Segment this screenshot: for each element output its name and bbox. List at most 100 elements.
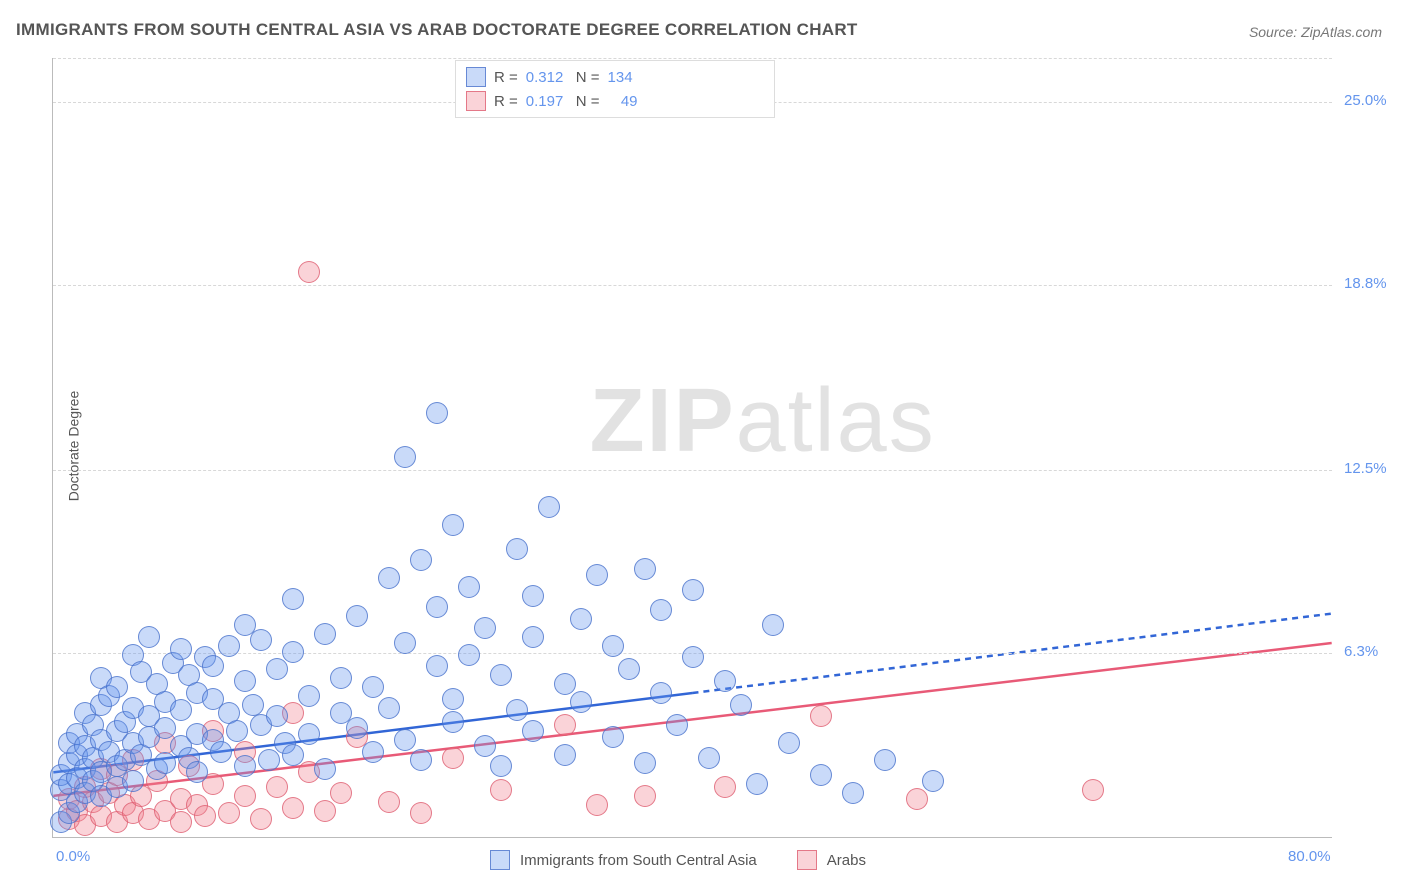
scatter-point-pink bbox=[554, 714, 576, 736]
plot-area bbox=[52, 58, 1332, 838]
legend-n-label: N = bbox=[576, 69, 600, 86]
y-tick-label: 12.5% bbox=[1344, 460, 1387, 477]
series-label-pink: Arabs bbox=[827, 852, 866, 869]
scatter-point-blue bbox=[226, 720, 248, 742]
scatter-point-blue bbox=[618, 658, 640, 680]
scatter-point-pink bbox=[298, 261, 320, 283]
series-legend: Immigrants from South Central Asia Arabs bbox=[490, 850, 866, 870]
scatter-point-pink bbox=[282, 797, 304, 819]
scatter-point-blue bbox=[426, 402, 448, 424]
scatter-point-blue bbox=[922, 770, 944, 792]
series-label-blue: Immigrants from South Central Asia bbox=[520, 852, 757, 869]
x-tick-label: 0.0% bbox=[56, 848, 90, 865]
scatter-point-blue bbox=[250, 629, 272, 651]
scatter-point-blue bbox=[602, 726, 624, 748]
scatter-point-blue bbox=[682, 646, 704, 668]
scatter-point-blue bbox=[378, 567, 400, 589]
scatter-point-blue bbox=[602, 635, 624, 657]
scatter-point-blue bbox=[842, 782, 864, 804]
scatter-point-blue bbox=[378, 697, 400, 719]
scatter-point-blue bbox=[410, 749, 432, 771]
scatter-point-blue bbox=[234, 755, 256, 777]
source-label: Source: ZipAtlas.com bbox=[1249, 24, 1382, 40]
legend-n-pink: 49 bbox=[608, 93, 638, 110]
scatter-point-pink bbox=[906, 788, 928, 810]
legend-r-label: R = bbox=[494, 69, 518, 86]
legend-r-blue: 0.312 bbox=[526, 69, 568, 86]
scatter-point-blue bbox=[442, 514, 464, 536]
scatter-point-blue bbox=[170, 699, 192, 721]
y-tick-label: 18.8% bbox=[1344, 275, 1387, 292]
scatter-point-blue bbox=[570, 608, 592, 630]
scatter-point-pink bbox=[586, 794, 608, 816]
scatter-point-blue bbox=[298, 723, 320, 745]
scatter-point-blue bbox=[554, 744, 576, 766]
scatter-point-blue bbox=[154, 752, 176, 774]
scatter-point-blue bbox=[266, 705, 288, 727]
legend-row-blue: R = 0.312 N = 134 bbox=[466, 65, 764, 89]
scatter-point-blue bbox=[698, 747, 720, 769]
scatter-point-pink bbox=[330, 782, 352, 804]
scatter-point-blue bbox=[210, 741, 232, 763]
gridline bbox=[53, 58, 1332, 59]
scatter-point-blue bbox=[394, 632, 416, 654]
scatter-point-blue bbox=[554, 673, 576, 695]
scatter-point-blue bbox=[282, 744, 304, 766]
swatch-pink bbox=[466, 91, 486, 111]
scatter-point-blue bbox=[410, 549, 432, 571]
scatter-point-blue bbox=[282, 641, 304, 663]
scatter-point-blue bbox=[490, 755, 512, 777]
scatter-point-blue bbox=[298, 685, 320, 707]
scatter-point-blue bbox=[122, 770, 144, 792]
scatter-point-blue bbox=[522, 585, 544, 607]
scatter-point-blue bbox=[234, 670, 256, 692]
scatter-point-blue bbox=[394, 729, 416, 751]
regression-lines bbox=[53, 58, 1332, 837]
scatter-point-blue bbox=[258, 749, 280, 771]
scatter-point-blue bbox=[442, 711, 464, 733]
scatter-point-blue bbox=[242, 694, 264, 716]
legend-n-label: N = bbox=[576, 93, 600, 110]
swatch-pink bbox=[797, 850, 817, 870]
scatter-point-blue bbox=[666, 714, 688, 736]
scatter-point-blue bbox=[426, 655, 448, 677]
scatter-point-pink bbox=[442, 747, 464, 769]
scatter-point-blue bbox=[810, 764, 832, 786]
scatter-point-blue bbox=[538, 496, 560, 518]
scatter-point-blue bbox=[522, 720, 544, 742]
scatter-point-blue bbox=[106, 676, 128, 698]
scatter-point-blue bbox=[586, 564, 608, 586]
scatter-point-blue bbox=[746, 773, 768, 795]
scatter-point-pink bbox=[410, 802, 432, 824]
gridline bbox=[53, 285, 1332, 286]
scatter-point-pink bbox=[234, 785, 256, 807]
scatter-point-blue bbox=[362, 741, 384, 763]
scatter-point-blue bbox=[218, 635, 240, 657]
scatter-point-pink bbox=[170, 811, 192, 833]
scatter-point-pink bbox=[634, 785, 656, 807]
scatter-point-blue bbox=[874, 749, 896, 771]
legend-r-pink: 0.197 bbox=[526, 93, 568, 110]
scatter-point-pink bbox=[378, 791, 400, 813]
scatter-point-blue bbox=[458, 644, 480, 666]
scatter-point-pink bbox=[194, 805, 216, 827]
legend-n-blue: 134 bbox=[608, 69, 650, 86]
scatter-point-blue bbox=[650, 682, 672, 704]
scatter-point-blue bbox=[314, 623, 336, 645]
scatter-point-blue bbox=[730, 694, 752, 716]
swatch-blue bbox=[466, 67, 486, 87]
scatter-point-blue bbox=[634, 558, 656, 580]
scatter-point-blue bbox=[314, 758, 336, 780]
scatter-point-blue bbox=[138, 626, 160, 648]
scatter-point-pink bbox=[250, 808, 272, 830]
legend-r-label: R = bbox=[494, 93, 518, 110]
scatter-point-blue bbox=[282, 588, 304, 610]
scatter-point-blue bbox=[474, 735, 496, 757]
scatter-point-blue bbox=[634, 752, 656, 774]
scatter-point-pink bbox=[314, 800, 336, 822]
scatter-point-blue bbox=[506, 699, 528, 721]
scatter-point-blue bbox=[650, 599, 672, 621]
scatter-point-blue bbox=[442, 688, 464, 710]
correlation-legend: R = 0.312 N = 134 R = 0.197 N = 49 bbox=[455, 60, 775, 118]
scatter-point-blue bbox=[154, 717, 176, 739]
